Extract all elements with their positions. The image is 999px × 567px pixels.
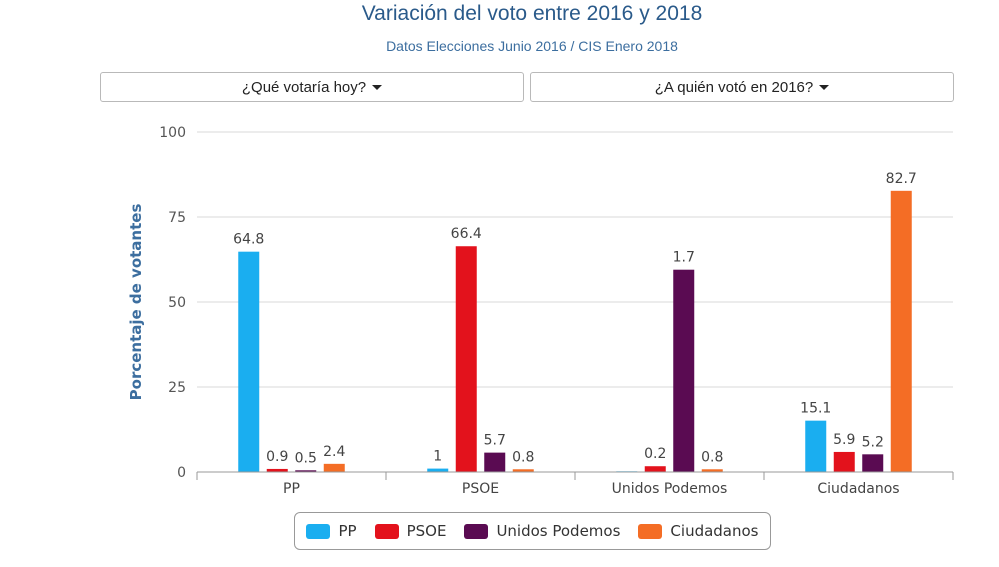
bar[interactable] <box>701 469 723 472</box>
vote-2016-dropdown-label: ¿A quién votó en 2016? <box>654 78 814 96</box>
data-label: 0.9 <box>266 449 288 465</box>
caret-down-icon <box>819 84 830 90</box>
chart-legend: PP PSOE Unidos Podemos Ciudadanos <box>294 512 771 550</box>
x-tick-label: Ciudadanos <box>817 481 899 497</box>
data-label: 5.7 <box>484 433 506 449</box>
legend-swatch <box>374 523 399 539</box>
vote-today-dropdown-label: ¿Qué votaría hoy? <box>241 78 367 96</box>
grid-lines <box>197 131 953 473</box>
data-label: 5.9 <box>833 432 855 448</box>
legend-swatch <box>638 523 663 539</box>
y-tick-label: 0 <box>177 465 186 481</box>
caret-down-icon <box>372 84 383 90</box>
bar[interactable] <box>455 246 477 472</box>
chart-title: Variación del voto entre 2016 y 2018 <box>361 2 703 25</box>
y-axis-ticks: 0 25 50 75 100 <box>159 125 186 481</box>
y-tick-label: 100 <box>159 125 186 141</box>
bar[interactable] <box>295 470 317 472</box>
bar[interactable] <box>266 468 288 472</box>
legend-swatch <box>306 523 331 539</box>
y-tick-label: 75 <box>168 210 186 226</box>
bar[interactable] <box>512 469 534 472</box>
bar[interactable] <box>890 190 912 472</box>
data-label: 0.8 <box>512 449 534 465</box>
bar[interactable] <box>862 454 884 472</box>
legend-swatch <box>464 523 489 539</box>
y-axis-label: Porcentaje de votantes <box>127 204 145 401</box>
legend-label: Ciudadanos <box>670 522 759 540</box>
data-label: 2.4 <box>323 444 345 460</box>
bar[interactable] <box>673 269 695 472</box>
bar[interactable] <box>238 251 260 472</box>
y-tick-label: 25 <box>168 380 186 396</box>
legend-item[interactable]: PSOE <box>374 522 447 540</box>
data-label: 64.8 <box>233 232 264 248</box>
vote-2016-dropdown[interactable]: ¿A quién votó en 2016? <box>530 72 954 102</box>
bar[interactable] <box>484 452 506 472</box>
data-label: 0.8 <box>701 449 723 465</box>
legend-label: Unidos Podemos <box>496 522 621 540</box>
bar[interactable] <box>644 466 666 472</box>
data-label: 1 <box>433 449 442 465</box>
x-tick-label: Unidos Podemos <box>612 481 728 497</box>
bars <box>238 190 912 473</box>
legend-label: PP <box>338 522 357 540</box>
y-tick-label: 50 <box>168 295 186 311</box>
data-label: 15.1 <box>800 401 831 417</box>
data-label: 0.2 <box>644 446 666 462</box>
bar-chart: 0 25 50 75 100 64.8 0.9 0.5 2.4 1 66.4 5.7 0.8 0.2 1.… <box>127 125 954 497</box>
data-label: 66.4 <box>451 226 482 242</box>
bar[interactable] <box>833 451 855 472</box>
data-label: 0.5 <box>295 450 317 466</box>
data-label: 5.2 <box>862 434 884 450</box>
bar[interactable] <box>805 420 827 472</box>
data-label: 1.7 <box>673 250 695 266</box>
bar[interactable] <box>323 463 345 472</box>
x-axis: PP PSOE Unidos Podemos Ciudadanos <box>196 471 954 497</box>
legend-label: PSOE <box>406 522 447 540</box>
x-tick-label: PP <box>283 481 300 497</box>
chart-subtitle: Datos Elecciones Junio 2016 / CIS Enero … <box>386 38 678 54</box>
bar[interactable] <box>427 468 449 472</box>
data-label: 82.7 <box>886 171 917 187</box>
vote-today-dropdown[interactable]: ¿Qué votaría hoy? <box>100 72 524 102</box>
legend-item[interactable]: Unidos Podemos <box>464 522 620 540</box>
data-labels: 64.8 0.9 0.5 2.4 1 66.4 5.7 0.8 0.2 1.7 0.8 15.15.9… <box>233 171 917 466</box>
x-tick-label: PSOE <box>462 481 499 497</box>
legend-item[interactable]: Ciudadanos <box>638 522 759 540</box>
legend-item[interactable]: PP <box>306 522 357 540</box>
